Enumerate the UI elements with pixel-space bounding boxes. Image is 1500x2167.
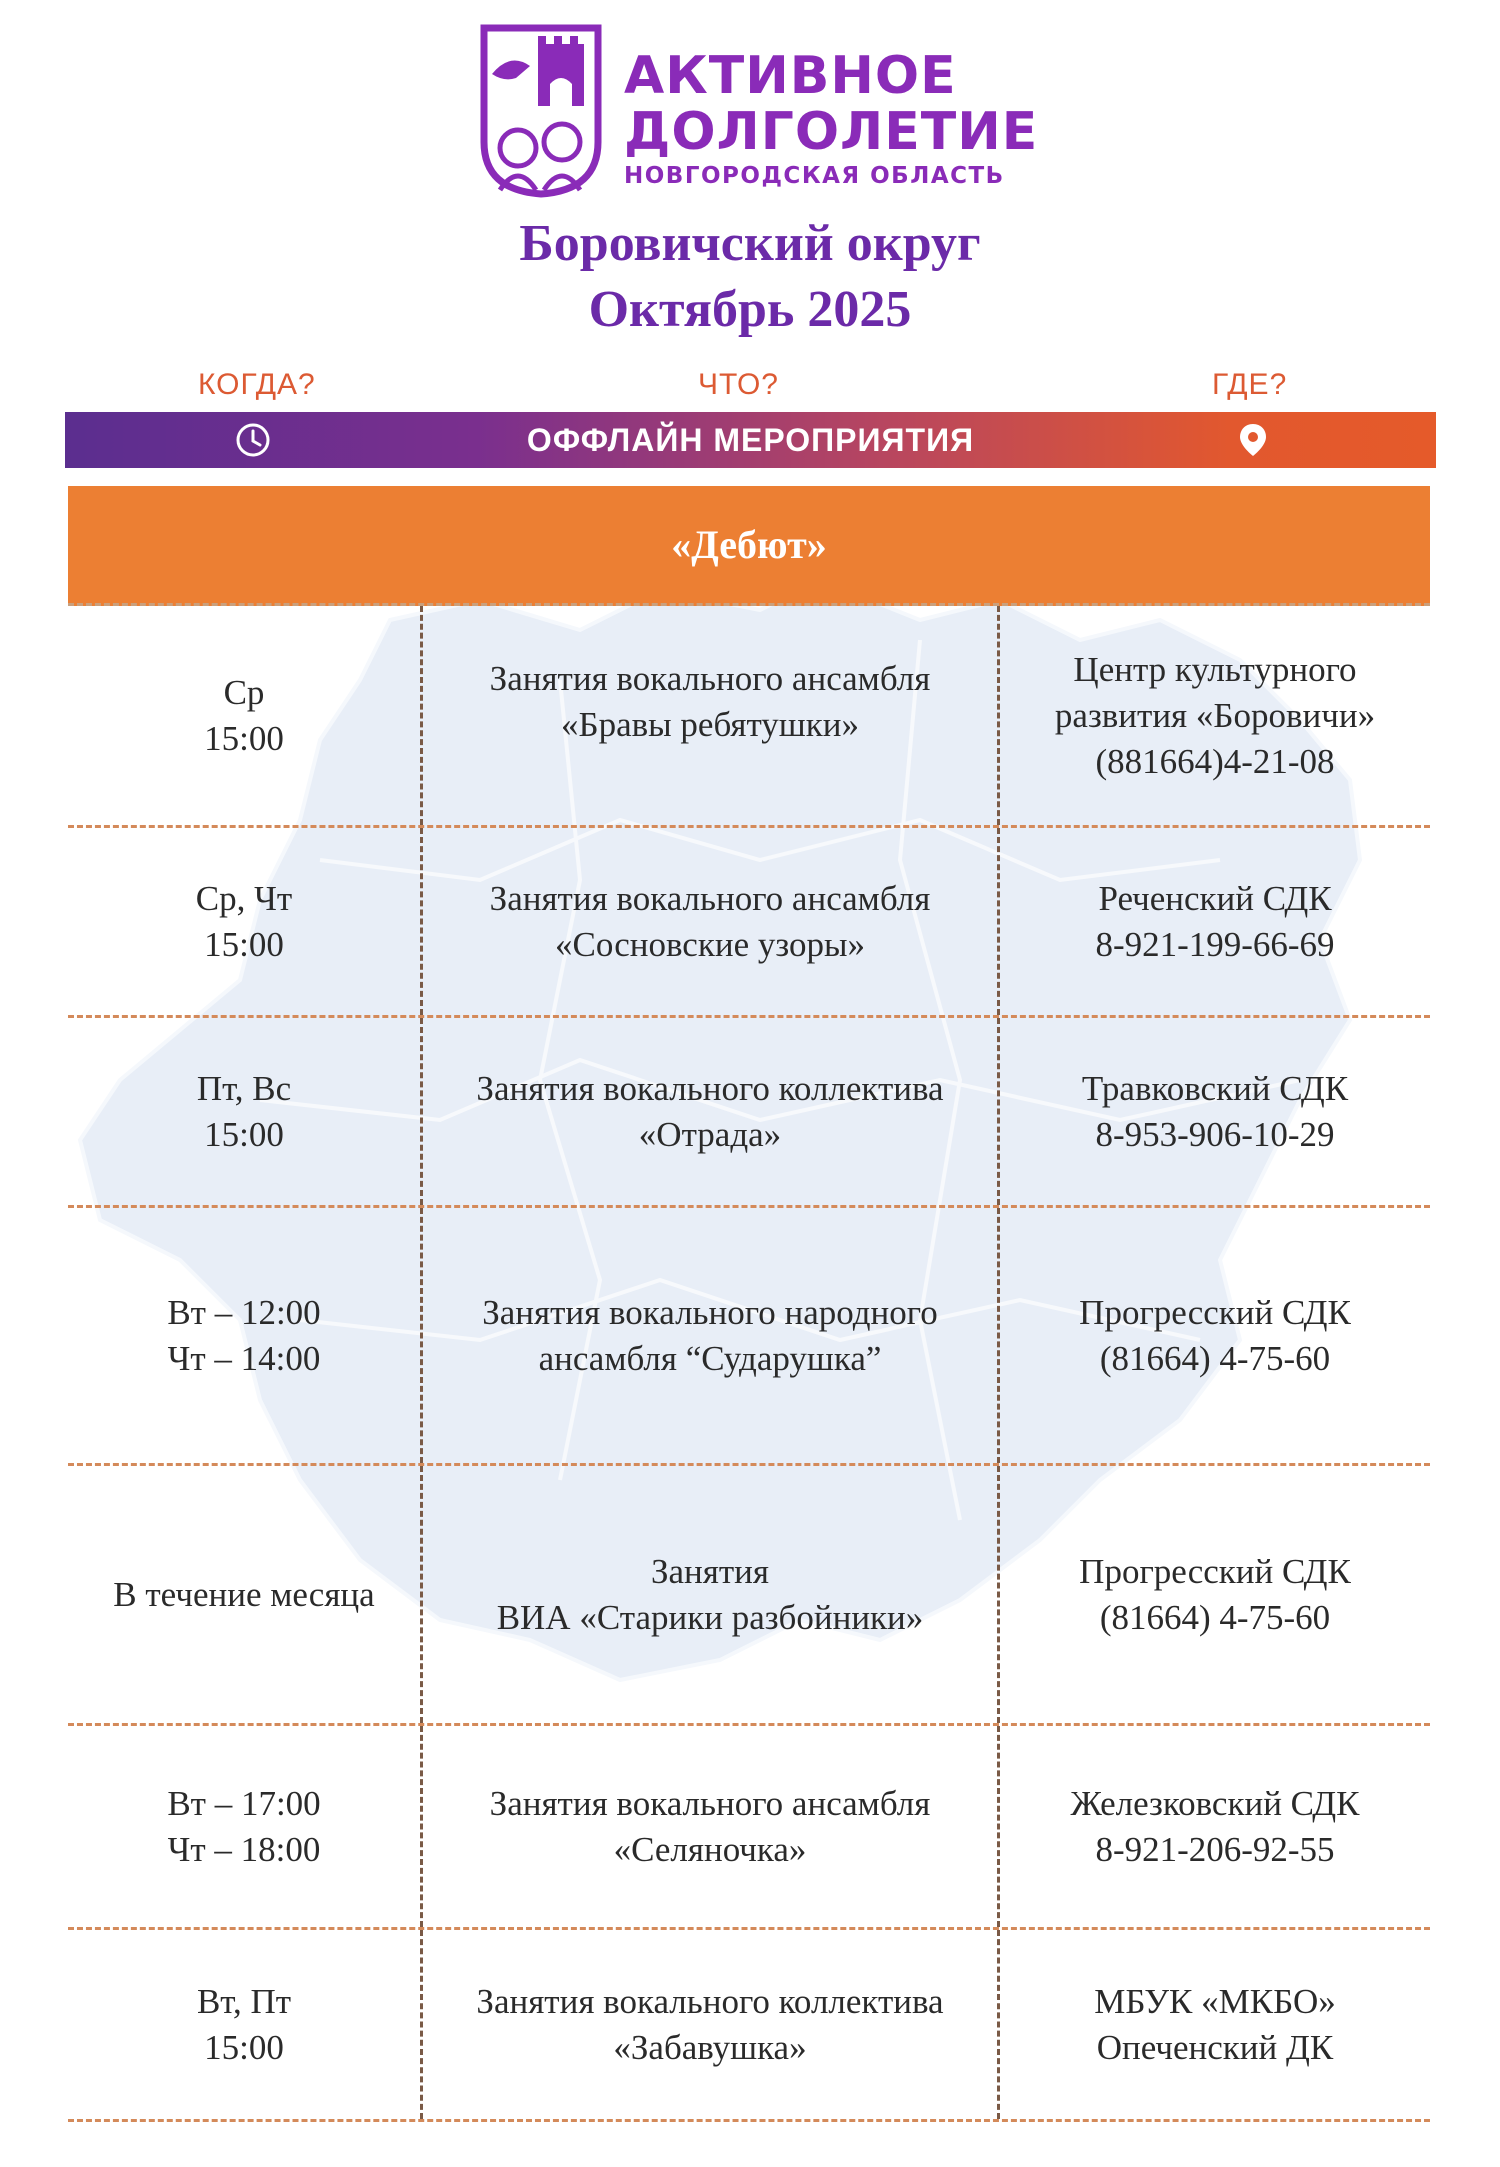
location-pin-icon [1240, 424, 1266, 456]
table-row: Вт, Пт 15:00 Занятия вокального коллекти… [68, 1930, 1430, 2122]
logo-region: НОВГОРОДСКАЯ ОБЛАСТЬ [624, 163, 1005, 189]
page-title: Боровичский округ [519, 215, 981, 272]
where-line: Реченский СДК [1098, 878, 1332, 918]
when-line: Вт – 12:00 [167, 1292, 321, 1332]
where-line: развития «Боровичи» [1054, 695, 1376, 735]
cell-when: Вт – 12:00 Чт – 14:00 [68, 1208, 420, 1463]
what-line: ВИА «Старики разбойники» [496, 1597, 924, 1637]
cell-what: Занятия вокального коллектива «Забавушка… [420, 1930, 1000, 2119]
cell-what: Занятия вокального коллектива «Отрада» [420, 1018, 1000, 1205]
cell-when: Ср 15:00 [68, 606, 420, 825]
where-line: (881664)4-21-08 [1095, 741, 1335, 781]
where-line: Железковский СДК [1070, 1783, 1360, 1823]
when-line: Вт, Пт [196, 1981, 292, 2021]
what-line: Занятия вокального коллектива [476, 1068, 944, 1108]
events-table: «Дебют» Ср 15:00 Занятия вокального анса… [68, 486, 1430, 2122]
when-line: Пт, Вс [196, 1068, 292, 1108]
cell-where: Железковский СДК 8-921-206-92-55 [1000, 1726, 1430, 1927]
when-line: Ср [223, 672, 265, 712]
what-line: «Сосновские узоры» [555, 924, 865, 964]
cell-where: Прогресский СДК (81664) 4-75-60 [1000, 1466, 1430, 1723]
what-line: ансамбля “Сударушка” [538, 1338, 882, 1378]
when-line: В течение месяца [113, 1574, 375, 1614]
when-line: Вт – 17:00 [167, 1783, 321, 1823]
logo-emblem-icon [480, 24, 602, 198]
what-line: «Отрада» [638, 1114, 782, 1154]
when-line: Чт – 18:00 [167, 1829, 321, 1869]
cell-what: Занятия вокального ансамбля «Бравы ребят… [420, 606, 1000, 825]
cell-what: Занятия вокального ансамбля «Сосновские … [420, 828, 1000, 1015]
where-line: (81664) 4-75-60 [1099, 1597, 1331, 1637]
clock-icon [236, 423, 270, 457]
when-line: 15:00 [204, 924, 284, 964]
cell-when: В течение месяца [68, 1466, 420, 1723]
table-row: Вт – 12:00 Чт – 14:00 Занятия вокального… [68, 1208, 1430, 1466]
what-line: Занятия вокального народного [482, 1292, 938, 1332]
what-line: Занятия вокального ансамбля [489, 878, 931, 918]
what-line: Занятия вокального ансамбля [489, 1783, 931, 1823]
offline-events-bar: ОФФЛАЙН МЕРОПРИЯТИЯ [65, 412, 1436, 468]
when-line: 15:00 [204, 2027, 284, 2067]
cell-where: Реченский СДК 8-921-199-66-69 [1000, 828, 1430, 1015]
where-line: Опеченский ДК [1096, 2027, 1334, 2067]
where-line: 8-953-906-10-29 [1095, 1114, 1335, 1154]
label-when: КОГДА? [198, 368, 316, 401]
table-row: Ср 15:00 Занятия вокального ансамбля «Бр… [68, 606, 1430, 828]
where-line: Прогресский СДК [1079, 1292, 1351, 1332]
where-line: Прогресский СДК [1079, 1551, 1351, 1591]
label-where: ГДЕ? [1212, 368, 1288, 401]
what-line: «Бравы ребятушки» [560, 704, 859, 744]
table-row: Пт, Вс 15:00 Занятия вокального коллекти… [68, 1018, 1430, 1208]
table-row: Ср, Чт 15:00 Занятия вокального ансамбля… [68, 828, 1430, 1018]
cell-where: Травковский СДК 8-953-906-10-29 [1000, 1018, 1430, 1205]
cell-when: Пт, Вс 15:00 [68, 1018, 420, 1205]
when-line: Ср, Чт [195, 878, 293, 918]
cell-when: Вт – 17:00 Чт – 18:00 [68, 1726, 420, 1927]
section-header: «Дебют» [68, 486, 1430, 606]
bar-title: ОФФЛАЙН МЕРОПРИЯТИЯ [526, 421, 975, 458]
where-line: 8-921-206-92-55 [1095, 1829, 1335, 1869]
what-line: Занятия вокального ансамбля [489, 658, 931, 698]
where-line: 8-921-199-66-69 [1095, 924, 1335, 964]
where-line: МБУК «МКБО» [1094, 1981, 1336, 2021]
section-title: «Дебют» [671, 522, 827, 567]
region-map-background [77, 577, 1363, 1683]
cell-what: Занятия вокального ансамбля «Селяночка» [420, 1726, 1000, 1927]
where-line: Центр культурного [1073, 649, 1357, 689]
cell-what: Занятия вокального народного ансамбля “С… [420, 1208, 1000, 1463]
label-what: ЧТО? [698, 368, 779, 401]
logo: АКТИВНОЕ ДОЛГОЛЕТИЕ НОВГОРОДСКАЯ ОБЛАСТЬ [476, 22, 1039, 202]
what-line: «Селяночка» [613, 1829, 807, 1869]
cell-when: Вт, Пт 15:00 [68, 1930, 420, 2119]
page-subtitle: Октябрь 2025 [588, 281, 912, 338]
cell-where: Центр культурного развития «Боровичи» (8… [1000, 606, 1430, 825]
table-row: Вт – 17:00 Чт – 18:00 Занятия вокального… [68, 1726, 1430, 1930]
cell-what: Занятия ВИА «Старики разбойники» [420, 1466, 1000, 1723]
cell-when: Ср, Чт 15:00 [68, 828, 420, 1015]
cell-where: МБУК «МКБО» Опеченский ДК [1000, 1930, 1430, 2119]
what-line: «Забавушка» [613, 2027, 807, 2067]
cell-where: Прогресский СДК (81664) 4-75-60 [1000, 1208, 1430, 1463]
when-line: 15:00 [204, 1114, 284, 1154]
when-line: Чт – 14:00 [167, 1338, 321, 1378]
table-row: В течение месяца Занятия ВИА «Старики ра… [68, 1466, 1430, 1726]
what-line: Занятия [650, 1551, 770, 1591]
where-line: Травковский СДК [1081, 1068, 1349, 1108]
what-line: Занятия вокального коллектива [476, 1981, 944, 2021]
where-line: (81664) 4-75-60 [1099, 1338, 1331, 1378]
logo-title-line1: АКТИВНОЕ [624, 46, 957, 106]
when-line: 15:00 [204, 718, 284, 758]
logo-title-line2: ДОЛГОЛЕТИЕ [624, 102, 1039, 162]
